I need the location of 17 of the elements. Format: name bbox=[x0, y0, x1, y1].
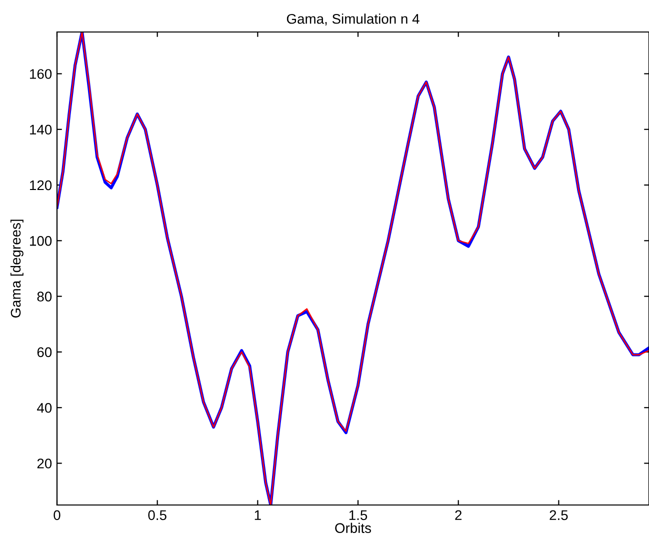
y-tick-label: 100 bbox=[30, 236, 52, 246]
y-tick-label: 120 bbox=[30, 180, 52, 190]
x-tick-label: 0 bbox=[54, 510, 60, 520]
y-tick-label: 160 bbox=[30, 69, 52, 79]
x-tick-label: 2.5 bbox=[550, 510, 568, 520]
y-axis-title: Gama [degrees] bbox=[10, 220, 24, 318]
x-tick-label: 0.5 bbox=[148, 510, 166, 520]
x-tick-label: 1 bbox=[254, 510, 261, 520]
y-tick-label: 20 bbox=[37, 458, 52, 468]
y-tick-label: 140 bbox=[30, 124, 52, 135]
y-tick-label: 60 bbox=[37, 347, 52, 358]
x-axis-title: Orbits bbox=[335, 522, 372, 534]
y-tick-label: 40 bbox=[37, 402, 52, 413]
chart-title: Gama, Simulation n 4 bbox=[286, 14, 420, 26]
x-tick-label: 1.5 bbox=[349, 510, 368, 520]
y-tick-label: 80 bbox=[37, 292, 52, 302]
x-tick-label: 2 bbox=[455, 510, 462, 520]
